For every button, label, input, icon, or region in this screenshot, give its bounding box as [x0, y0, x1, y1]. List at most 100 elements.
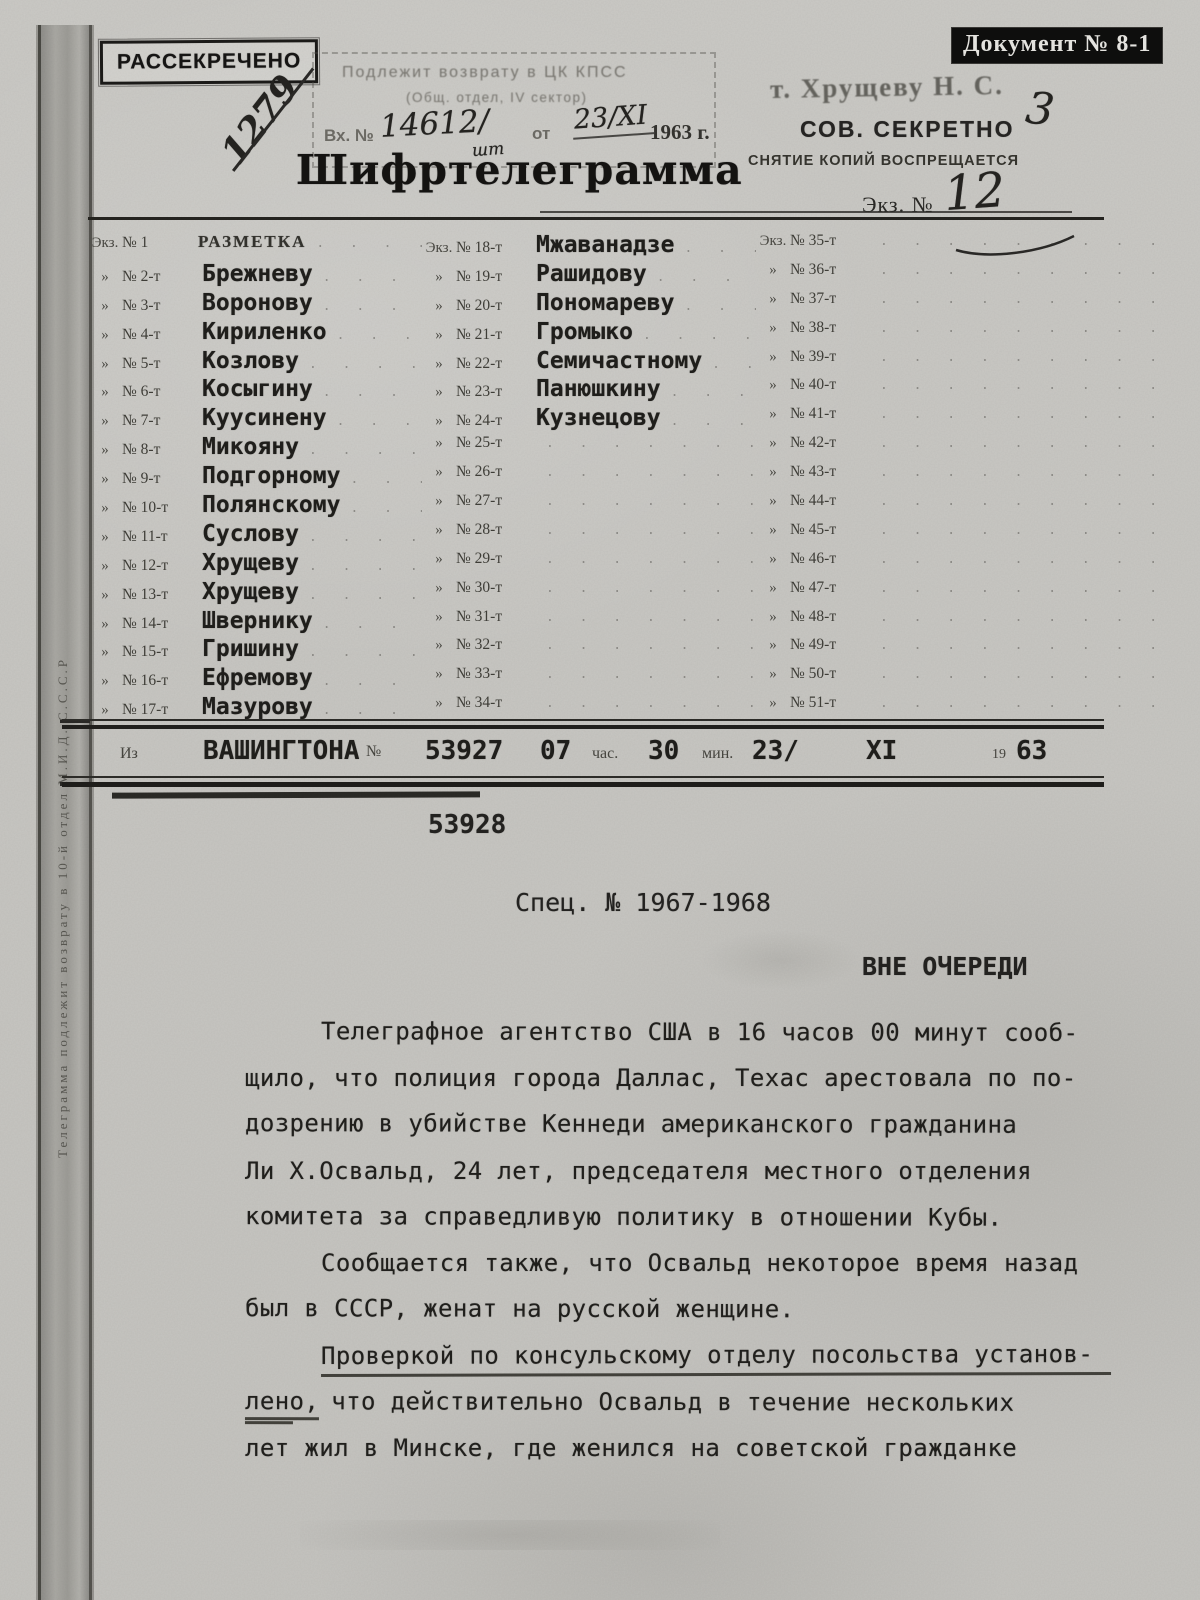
- copy-marker: »: [435, 297, 443, 314]
- dot-leader: . . . . . . . . . . . . . .: [546, 667, 756, 683]
- dot-leader: . . . . . . . . . . . . . .: [322, 616, 422, 632]
- distribution-row: » № 26-т . . . . . . . . . . . . . .: [422, 463, 756, 492]
- copy-number: № 3-т: [122, 296, 161, 314]
- body-line: Проверкой по консульскому отделу посольс…: [245, 1340, 1112, 1387]
- copy-marker: »: [435, 413, 443, 430]
- origin-number-label: №: [366, 743, 382, 760]
- distribution-row: » № 19-т Рашидову . . . . . . . . . . . . .…: [422, 261, 756, 290]
- document-number-badge: Документ № 8-1: [952, 28, 1163, 63]
- addressee-name: Кириленко: [202, 318, 327, 345]
- copy-number: № 28-т: [456, 520, 503, 538]
- origin-line: Из ВАШИНГТОНА № 53927 07 час. 30 мин. 23…: [0, 731, 1200, 775]
- copy-number: № 37-т: [790, 289, 837, 307]
- body-line: Ли Х.Освальд, 24 лет, председателя местн…: [245, 1156, 1033, 1185]
- copy-marker: »: [101, 326, 109, 343]
- priority-marking: ВНЕ ОЧЕРЕДИ: [862, 952, 1028, 981]
- distribution-row: » № 45-т . . . . . . . . . . . . . .: [756, 521, 1160, 550]
- addressee-name: Мазурову: [202, 694, 313, 721]
- dot-leader: . . . . . . . . . . . . . .: [350, 472, 422, 488]
- dot-leader: . . . . . . . . . . . . . .: [880, 320, 1160, 336]
- copy-number: № 42-т: [790, 434, 837, 452]
- distribution-row: » № 42-т . . . . . . . . . . . . . .: [756, 434, 1160, 463]
- copy-marker: »: [435, 464, 443, 481]
- body-line: дозрению в убийстве Кеннеди американског…: [244, 1109, 1018, 1140]
- copy-number: № 27-т: [456, 492, 503, 510]
- dot-leader: . . . . . . . . . . . . . .: [880, 551, 1160, 567]
- origin-month: XI: [866, 736, 898, 766]
- addressee-name: Микояну: [202, 434, 299, 461]
- copy-number: № 35-т: [790, 232, 837, 249]
- addressee-name: Полянскому: [202, 492, 341, 519]
- registration-stamp-line1: Подлежит возврату в ЦК КПСС: [342, 64, 628, 81]
- copy-marker: »: [769, 261, 777, 278]
- incoming-number-handwritten: 14612/: [379, 103, 490, 145]
- copy-number: № 38-т: [790, 318, 837, 336]
- dot-leader: . . . . . . . . . . . . . .: [546, 580, 756, 596]
- copy-number: № 17-т: [122, 701, 169, 719]
- origin-minutes-label: мин.: [702, 745, 734, 762]
- secrecy-stamp: СОВ. СЕКРЕТНО: [800, 116, 1015, 142]
- copy-marker: »: [769, 637, 777, 654]
- special-number: Спец. № 1967-1968: [515, 888, 771, 917]
- copy-number: № 22-т: [456, 354, 503, 372]
- copy-number: № 31-т: [456, 607, 503, 625]
- copy-number: № 30-т: [456, 578, 503, 596]
- distribution-row: » № 25-т . . . . . . . . . . . . . .: [422, 434, 756, 463]
- paper-smudge: [300, 1520, 720, 1550]
- distribution-row: » № 4-т Кириленко . . . . . . . . . . . . .…: [88, 319, 422, 348]
- copy-marker: »: [769, 406, 777, 423]
- addressee-stamp: т. Хрущеву Н. С.: [769, 69, 1005, 105]
- distribution-row: » № 11-т Суслову . . . . . . . . . . . . . …: [88, 521, 422, 550]
- copy-marker: »: [101, 702, 109, 719]
- distribution-row: » № 41-т . . . . . . . . . . . . . .: [756, 405, 1160, 434]
- copy-marker: »: [101, 384, 109, 401]
- copy-number: № 24-т: [456, 412, 503, 430]
- copy-number: № 11-т: [122, 527, 168, 545]
- copy-marker: »: [101, 500, 109, 517]
- distribution-column: Экз.№ 18-т Мжаванадзе . . . . . . . . . . …: [422, 232, 756, 723]
- copy-number: № 18-т: [456, 239, 503, 256]
- addressee-name: Брежневу: [202, 260, 313, 287]
- distribution-row: » № 22-т Семичастному . . . . . . . . . . .…: [422, 348, 756, 377]
- body-line-text: что действительно Освальд в течение неск…: [331, 1386, 1015, 1417]
- distribution-row: » № 9-т Подгорному . . . . . . . . . . . . …: [88, 463, 422, 492]
- horizontal-rule: [88, 217, 1104, 220]
- copy-marker: »: [769, 521, 777, 538]
- distribution-row: » № 46-т . . . . . . . . . . . . . .: [756, 550, 1160, 579]
- dot-leader: . . . . . . . . . . . . . .: [880, 696, 1160, 712]
- addressee-name: Хрущеву: [202, 578, 299, 605]
- distribution-row: » № 2-т Брежневу . . . . . . . . . . . . . …: [88, 261, 422, 290]
- copy-marker: »: [101, 442, 109, 459]
- copy-marker: »: [101, 615, 109, 632]
- dot-leader: . . . . . . . . . . . . . .: [684, 298, 756, 314]
- horizontal-rule: [540, 211, 1072, 213]
- dot-leader: . . . . . . . . . . . . . .: [642, 327, 756, 343]
- addressee-name: Подгорному: [202, 463, 341, 490]
- dot-leader: . . . . . . . . . . . . . .: [546, 436, 756, 452]
- copy-number: № 16-т: [122, 672, 169, 690]
- copy-number: № 10-т: [122, 499, 169, 517]
- copy-marker: »: [101, 557, 109, 574]
- dot-leader: . . . . . . . . . . . . . .: [880, 407, 1160, 423]
- body-line: комитета за справедливую политику в отно…: [244, 1201, 1003, 1232]
- body-line: Сообщается также, что Освальд некоторое …: [321, 1248, 1079, 1277]
- telegram-body: Телеграфное агентство США в 16 часов 00 …: [244, 1017, 1112, 1480]
- dot-leader: . . . . . . . . . . . . . .: [308, 356, 422, 372]
- addressee-name: Панюшкину: [536, 376, 661, 403]
- origin-minutes: 30: [648, 736, 680, 766]
- distribution-row: » № 29-т . . . . . . . . . . . . . .: [422, 550, 756, 579]
- addressee-name: Мжаванадзе: [536, 232, 675, 258]
- distribution-row: » № 39-т . . . . . . . . . . . . . .: [756, 348, 1160, 377]
- addressee-name: Кузнецову: [536, 405, 661, 432]
- from-date-label: от: [532, 124, 551, 143]
- dot-leader: . . . . . . . . . . . . . .: [322, 385, 422, 401]
- double-underlined-text: лено,: [244, 1386, 320, 1420]
- copy-number: № 47-т: [790, 578, 837, 596]
- copy-number-handwritten: 12: [942, 161, 1007, 223]
- copy-number: № 50-т: [790, 665, 837, 683]
- distribution-row: » № 44-т . . . . . . . . . . . . . .: [756, 492, 1160, 521]
- dot-leader: . . . . . . . . . . . . . .: [336, 414, 422, 430]
- copy-marker: »: [769, 608, 777, 625]
